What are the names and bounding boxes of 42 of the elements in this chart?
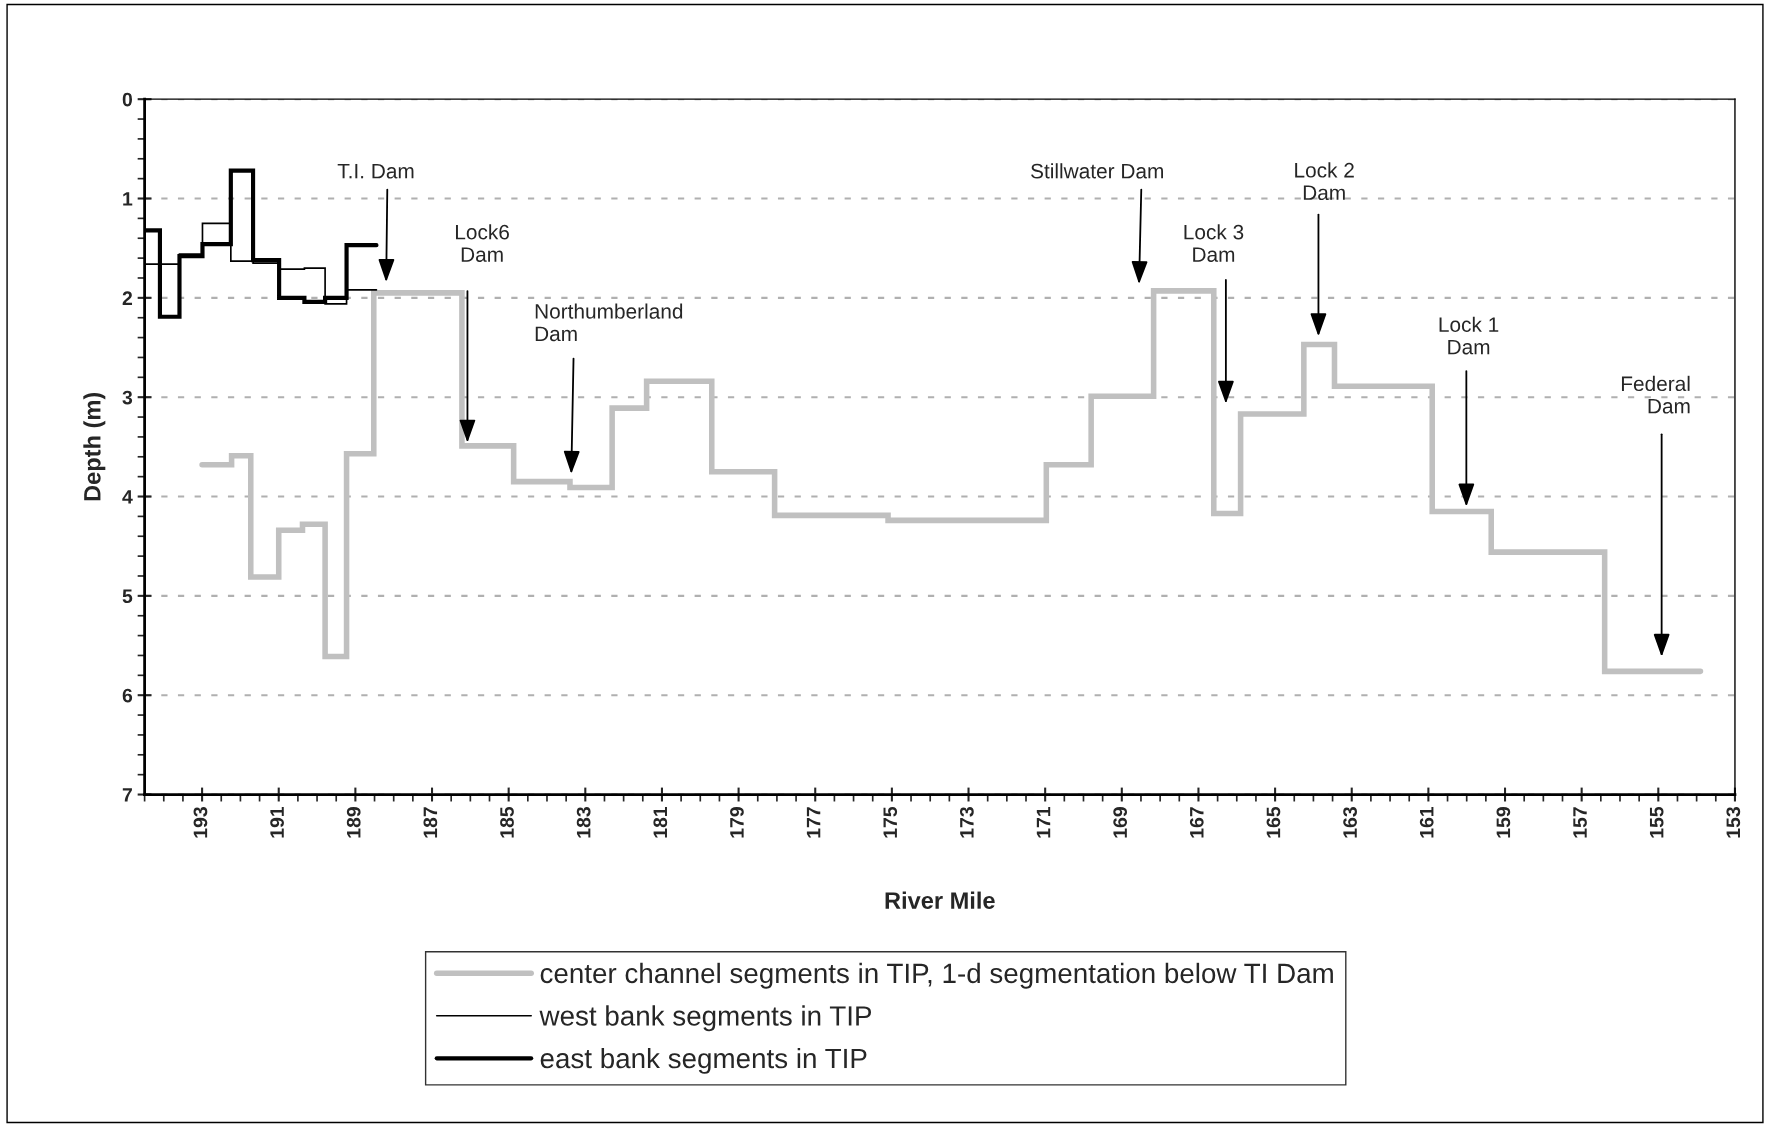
annotation: Lock6 Dam	[455, 224, 509, 262]
annotation: Lock 3 Dam	[1184, 224, 1244, 262]
x-tick-label: 179	[730, 807, 744, 838]
x-tick-label: 175	[883, 806, 898, 838]
y-tick-label: 4	[122, 490, 133, 504]
x-tick-label: 155	[1649, 806, 1664, 838]
x-tick-label: 165	[1266, 806, 1281, 838]
annotation: Lock 1 Dam	[1439, 316, 1499, 355]
legend-label: center channel segments in TIP, 1-d segmentation below TI Dam	[540, 962, 1333, 989]
y-tick-label: 1	[123, 192, 133, 206]
x-tick-label: 177	[806, 807, 821, 838]
y-tick-label: 3	[122, 390, 133, 405]
x-tick-label: 189	[346, 807, 361, 838]
x-tick-label: 163	[1343, 807, 1357, 838]
x-tick-label: 157	[1573, 807, 1587, 838]
x-tick-label: 183	[576, 807, 591, 838]
legend-label: east bank segments in TIP	[540, 1047, 867, 1074]
x-tick-label: 167	[1189, 807, 1204, 838]
annotation: Lock 2 Dam	[1295, 162, 1354, 201]
y-tick-label: 6	[122, 688, 133, 703]
x-tick-label: 153	[1726, 807, 1741, 838]
x-tick-label: 169	[1113, 807, 1128, 838]
x-tick-label: 191	[270, 806, 284, 838]
y-tick-label: 7	[122, 788, 132, 802]
x-tick-label: 193	[193, 807, 208, 838]
x-tick-label: 187	[423, 807, 438, 838]
y-axis-title: Depth (m)	[83, 392, 106, 501]
annotation: T.I. Dam	[337, 163, 414, 179]
annotation: Stillwater Dam	[1031, 163, 1163, 179]
x-tick-label: 161	[1419, 806, 1434, 838]
y-tick-label: 2	[122, 291, 133, 305]
x-tick-label: 173	[959, 807, 974, 838]
annotation: Northumberland Dam	[535, 303, 683, 342]
y-tick-label: 0	[122, 92, 133, 107]
x-axis-title: River Mile	[885, 891, 995, 909]
annotation: Federal Dam	[1621, 375, 1690, 414]
x-tick-label: 185	[500, 806, 514, 838]
legend-label: west bank segments in TIP	[539, 1005, 872, 1032]
x-tick-label: 181	[653, 806, 668, 838]
y-tick-label: 5	[122, 589, 133, 604]
x-tick-label: 159	[1496, 807, 1511, 838]
x-tick-label: 171	[1036, 806, 1051, 838]
